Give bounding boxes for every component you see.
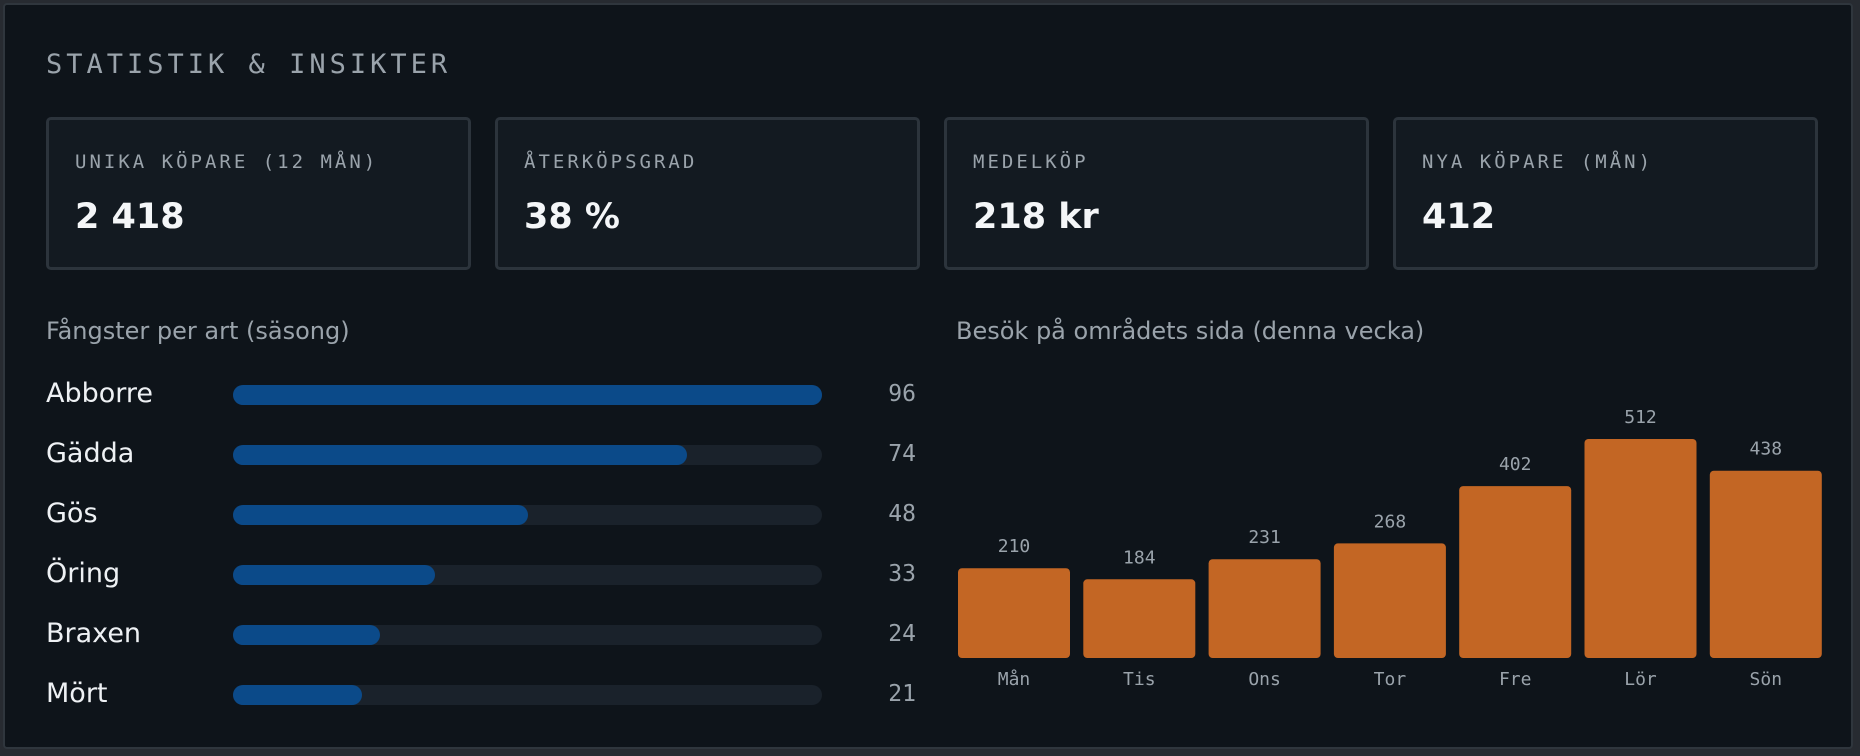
species-value: 24 (888, 621, 916, 647)
visits-bar (1584, 439, 1697, 658)
species-bar-fill (233, 625, 380, 645)
kpi-label: UNIKA KÖPARE (12 MÅN) (75, 151, 379, 173)
visits-day-label: Sön (1750, 669, 1783, 690)
species-section-title: Fångster per art (säsong) (46, 317, 350, 345)
visits-value-label: 231 (1248, 527, 1281, 548)
species-row: Abborre 96 (46, 369, 916, 429)
species-value: 33 (888, 561, 916, 587)
species-row: Mört 21 (46, 669, 916, 729)
species-bar-track (233, 685, 822, 705)
species-bar-fill (233, 505, 528, 525)
species-name: Abborre (46, 378, 154, 409)
visits-day-label: Ons (1248, 669, 1281, 690)
species-name: Gädda (46, 438, 135, 469)
panel-title: STATISTIK & INSIKTER (46, 49, 452, 80)
visits-bar (1208, 559, 1321, 658)
visits-day-label: Lör (1624, 669, 1657, 690)
visits-value-label: 268 (1374, 511, 1407, 532)
species-bar-fill (233, 685, 362, 705)
visits-bar (1709, 470, 1822, 658)
species-bar-track (233, 625, 822, 645)
visits-value-label: 402 (1499, 454, 1532, 475)
species-value: 21 (888, 681, 916, 707)
visits-value-label: 438 (1750, 439, 1783, 460)
species-row: Gädda 74 (46, 429, 916, 489)
visits-bar (1333, 543, 1446, 658)
visits-bar (1459, 486, 1572, 658)
kpi-card-unique-buyers: UNIKA KÖPARE (12 MÅN) 2 418 (46, 117, 471, 270)
visits-day-label: Fre (1499, 669, 1532, 690)
species-name: Braxen (46, 618, 142, 649)
species-row: Öring 33 (46, 549, 916, 609)
species-bar-fill (233, 445, 687, 465)
kpi-value: 2 418 (75, 197, 185, 237)
kpi-value: 412 (1422, 197, 1496, 237)
species-row: Braxen 24 (46, 609, 916, 669)
species-value: 96 (888, 381, 916, 407)
kpi-label: ÅTERKÖPSGRAD (524, 151, 698, 173)
visits-section-title: Besök på områdets sida (denna vecka) (956, 317, 1425, 345)
species-bar-track (233, 385, 822, 405)
visits-day-label: Mån (998, 669, 1031, 690)
visits-value-label: 512 (1624, 407, 1657, 428)
stats-panel: STATISTIK & INSIKTER UNIKA KÖPARE (12 MÅ… (3, 3, 1853, 749)
kpi-value: 218 kr (973, 197, 1099, 237)
species-bar-track (233, 445, 822, 465)
species-name: Öring (46, 558, 121, 589)
kpi-row: UNIKA KÖPARE (12 MÅN) 2 418 ÅTERKÖPSGRAD… (46, 117, 1818, 270)
species-row: Gös 48 (46, 489, 916, 549)
visits-bar (958, 568, 1070, 658)
visits-value-label: 184 (1123, 547, 1156, 568)
visits-day-label: Tis (1123, 669, 1156, 690)
species-bar-fill (233, 565, 435, 585)
species-bar-list: Abborre 96 Gädda 74 Gös 48 Öring 33 Braxen 24 Mört… (46, 369, 916, 729)
species-bar-fill (233, 385, 822, 405)
species-name: Gös (46, 498, 98, 529)
kpi-label: MEDELKÖP (973, 151, 1089, 173)
species-bar-track (233, 505, 822, 525)
species-value: 74 (888, 441, 916, 467)
kpi-card-average-purchase: MEDELKÖP 218 kr (944, 117, 1369, 270)
visits-value-label: 210 (998, 536, 1031, 557)
kpi-card-repurchase-rate: ÅTERKÖPSGRAD 38 % (495, 117, 920, 270)
visits-bar (1083, 579, 1196, 658)
kpi-card-new-buyers: NYA KÖPARE (MÅN) 412 (1393, 117, 1818, 270)
species-bar-track (233, 565, 822, 585)
species-value: 48 (888, 501, 916, 527)
visits-day-label: Tor (1374, 669, 1407, 690)
species-name: Mört (46, 678, 108, 709)
kpi-label: NYA KÖPARE (MÅN) (1422, 151, 1654, 173)
kpi-value: 38 % (524, 197, 620, 237)
visits-bar-chart: 210 Mån 184 Tis 231 Ons 268 Tor 402 Fre 512 Lör 438 S… (958, 407, 1822, 690)
